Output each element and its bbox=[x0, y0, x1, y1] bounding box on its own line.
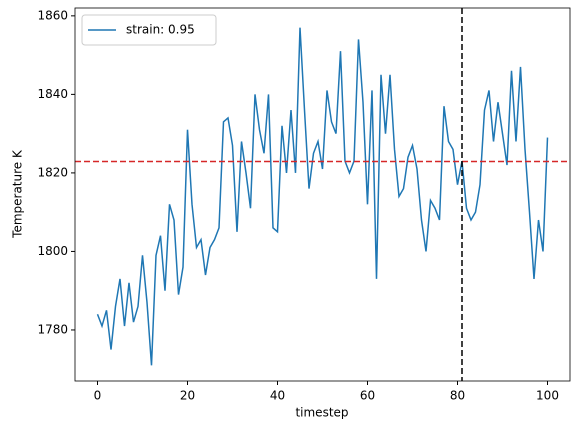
legend-label: strain: 0.95 bbox=[126, 23, 195, 37]
x-tick-label: 60 bbox=[360, 389, 375, 403]
x-tick-label: 100 bbox=[536, 389, 559, 403]
y-tick-label: 1820 bbox=[37, 165, 68, 179]
legend-box bbox=[81, 14, 217, 46]
y-tick-label: 1800 bbox=[37, 244, 68, 258]
x-tick-label: 0 bbox=[94, 389, 102, 403]
y-axis-label: Temperature K bbox=[11, 149, 25, 239]
y-tick-label: 1840 bbox=[37, 87, 68, 101]
y-tick-label: 1860 bbox=[37, 8, 68, 22]
x-axis-label: timestep bbox=[295, 406, 348, 420]
line bbox=[96, 27, 549, 366]
x-tick-label: 20 bbox=[180, 389, 195, 403]
x-tick-label: 40 bbox=[270, 389, 285, 403]
x-tick-label: 80 bbox=[450, 389, 465, 403]
y-tick-label: 1780 bbox=[37, 322, 68, 336]
plot-frame bbox=[74, 7, 571, 382]
